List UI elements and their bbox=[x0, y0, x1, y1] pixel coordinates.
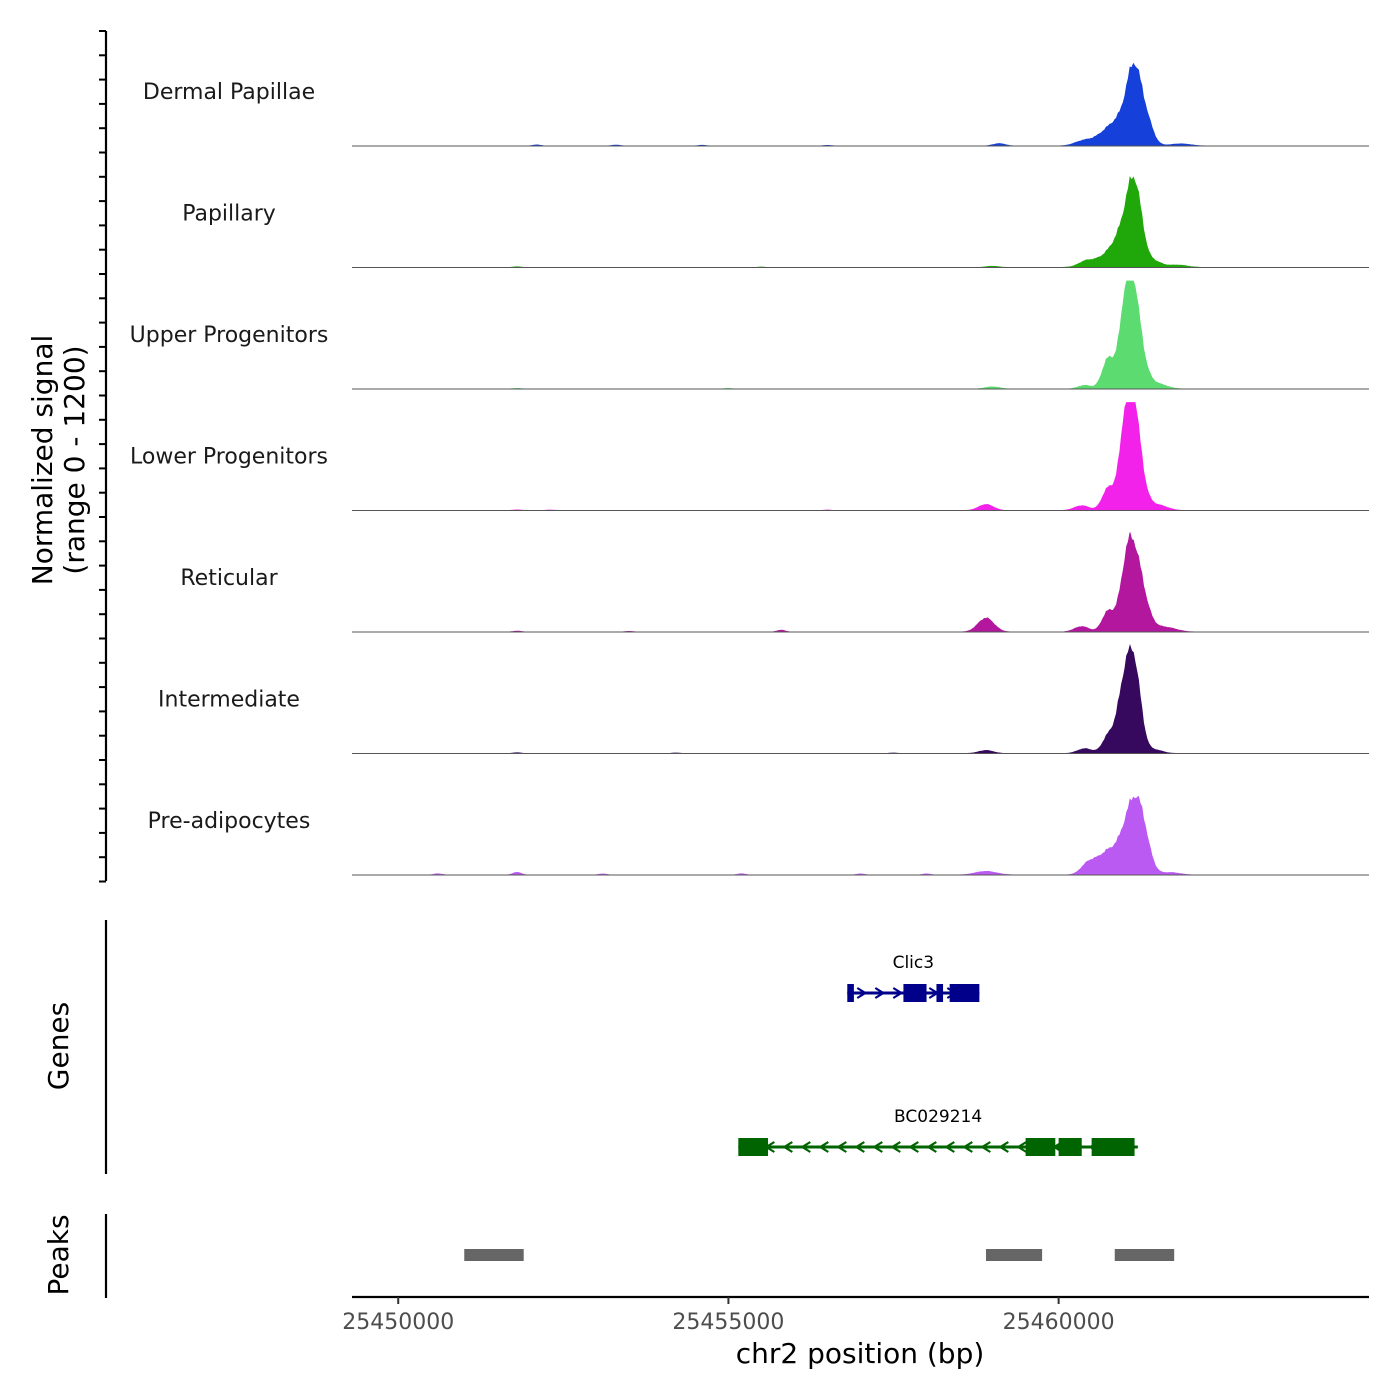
strand-arrow bbox=[998, 1141, 1009, 1153]
track-label: Dermal Papillae bbox=[143, 80, 315, 105]
coverage-track: Dermal Papillae bbox=[143, 62, 1369, 147]
strand-arrow bbox=[892, 987, 904, 999]
gene-annotations: Clic3 BC029214 bbox=[738, 953, 1138, 1156]
gene-exon bbox=[738, 1138, 769, 1156]
y-axis-title-line1: Normalized signal bbox=[26, 335, 59, 586]
coverage-track: Reticular bbox=[180, 532, 1369, 633]
coverage-area bbox=[352, 62, 1369, 147]
x-axis-title: chr2 position (bp) bbox=[736, 1337, 985, 1370]
strand-arrow bbox=[1016, 1141, 1027, 1153]
x-tick-label: 25450000 bbox=[342, 1310, 454, 1335]
peak-region bbox=[464, 1249, 524, 1261]
x-tick-label: 25455000 bbox=[672, 1310, 784, 1335]
strand-arrow bbox=[872, 1141, 883, 1153]
strand-arrow bbox=[980, 1141, 991, 1153]
strand-arrow bbox=[836, 1141, 847, 1153]
y-axis-title-range: (range 0 - 1200) bbox=[58, 345, 91, 574]
strand-arrow bbox=[890, 1141, 901, 1153]
gene-label: BC029214 bbox=[894, 1107, 982, 1127]
strand-arrow bbox=[854, 1141, 865, 1153]
strand-arrow bbox=[926, 1141, 937, 1153]
gene-exon bbox=[847, 984, 854, 1002]
strand-arrow bbox=[782, 1141, 793, 1153]
genes-panel-label: Genes bbox=[42, 1002, 75, 1090]
track-label: Pre-adipocytes bbox=[148, 809, 311, 834]
strand-arrow bbox=[800, 1141, 811, 1153]
x-tick-label: 25460000 bbox=[1003, 1310, 1115, 1335]
peaks-panel-label: Peaks bbox=[42, 1214, 75, 1295]
coverage-track: Pre-adipocytes bbox=[148, 795, 1369, 876]
strand-arrow bbox=[908, 1141, 919, 1153]
strand-arrow bbox=[962, 1141, 973, 1153]
coverage-area bbox=[352, 795, 1369, 876]
x-axis-ticks: 25450000 25455000 25460000 bbox=[342, 1297, 1115, 1335]
peak-region bbox=[1114, 1249, 1175, 1261]
gene: BC029214 bbox=[738, 1107, 1138, 1156]
strand-arrow bbox=[818, 1141, 829, 1153]
peak-region bbox=[985, 1249, 1043, 1261]
coverage-area bbox=[352, 280, 1369, 390]
gene-label: Clic3 bbox=[893, 953, 934, 973]
gene-exon bbox=[903, 984, 927, 1002]
coverage-track: Papillary bbox=[182, 176, 1369, 268]
strand-arrow bbox=[944, 1141, 955, 1153]
coverage-area bbox=[352, 402, 1369, 511]
coverage-track: Intermediate bbox=[158, 644, 1369, 754]
gene-exon bbox=[936, 984, 944, 1002]
gene: Clic3 bbox=[847, 953, 980, 1002]
strand-arrow bbox=[856, 987, 868, 999]
gene-exon bbox=[1058, 1138, 1082, 1156]
y-axis-title: Normalized signal (range 0 - 1200) bbox=[26, 335, 91, 586]
track-label: Reticular bbox=[180, 566, 278, 591]
coverage-area bbox=[352, 532, 1369, 633]
gene-exon bbox=[1091, 1138, 1135, 1156]
peak-regions bbox=[464, 1249, 1175, 1261]
track-label: Lower Progenitors bbox=[130, 445, 328, 470]
track-label: Upper Progenitors bbox=[130, 323, 329, 348]
coverage-track: Upper Progenitors bbox=[130, 280, 1369, 390]
coverage-tracks: Dermal Papillae Papillary Upper Progenitor… bbox=[130, 62, 1369, 876]
coverage-y-axis-ticks bbox=[99, 30, 106, 883]
gene-exon bbox=[949, 984, 980, 1002]
coverage-area bbox=[352, 176, 1369, 268]
gene-exon bbox=[1025, 1138, 1056, 1156]
track-label: Papillary bbox=[182, 202, 276, 227]
coverage-track: Lower Progenitors bbox=[130, 402, 1369, 511]
coverage-area bbox=[352, 644, 1369, 754]
strand-arrow bbox=[874, 987, 886, 999]
track-label: Intermediate bbox=[158, 688, 300, 713]
